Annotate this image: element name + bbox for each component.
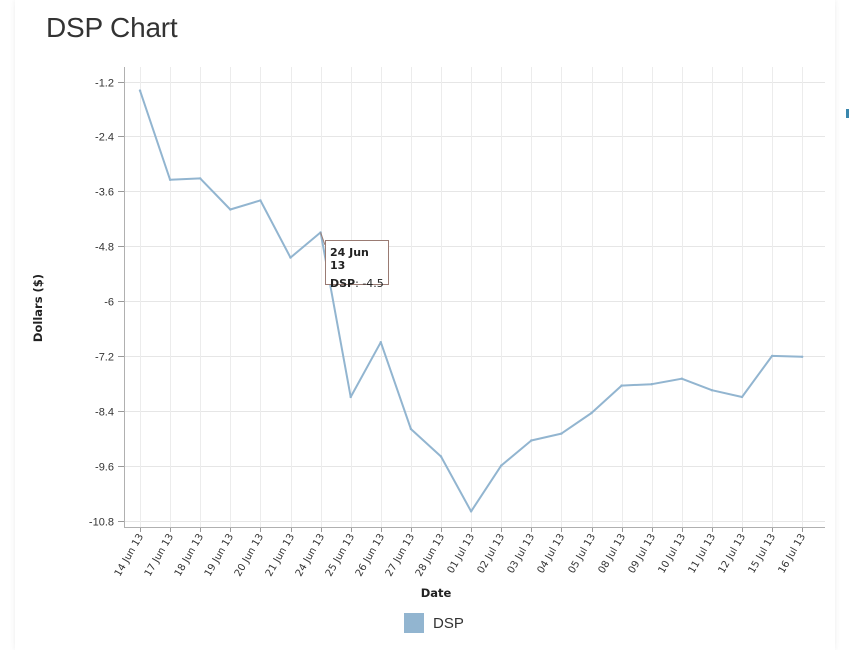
data-point	[229, 208, 232, 211]
x-tick-label: 03 Jul 13	[506, 532, 537, 575]
data-point	[289, 256, 292, 259]
x-tick-label: 25 Jun 13	[324, 532, 357, 579]
y-tick-label: -9.6	[95, 462, 114, 474]
y-tick-label: -3.6	[95, 187, 114, 199]
data-point	[138, 89, 142, 92]
tooltip-date: 24 Jun 13	[330, 246, 369, 272]
x-tick-label: 18 Jun 13	[173, 532, 206, 579]
series-group	[138, 89, 804, 513]
x-tick-label: 24 Jun 13	[294, 532, 327, 579]
data-point	[379, 341, 382, 344]
data-point	[680, 377, 683, 380]
x-tick-label: 02 Jul 13	[476, 532, 507, 575]
chart-card	[15, 0, 835, 650]
y-tick-label: -10.8	[89, 517, 114, 529]
x-tick-label: 04 Jul 13	[536, 532, 567, 575]
x-tick-label: 08 Jul 13	[597, 532, 628, 575]
data-point	[620, 384, 623, 387]
data-point	[409, 427, 413, 431]
x-tick-label: 27 Jun 13	[384, 532, 417, 579]
x-tick-label: 19 Jun 13	[203, 532, 236, 579]
y-axis-title: Dollars ($)	[31, 274, 45, 342]
legend-swatch	[404, 613, 424, 633]
y-tick-label: -7.2	[95, 352, 114, 364]
data-point	[560, 432, 563, 435]
tooltip-row: DSP: -4.5	[330, 277, 384, 290]
data-point	[199, 177, 202, 180]
x-tick-label: 09 Jul 13	[627, 532, 658, 575]
tooltip-value: -4.5	[362, 277, 384, 290]
y-tick-label: -4.8	[95, 242, 114, 254]
y-axis-ticks: -1.2 -2.4 -3.6 -4.8 -6 -7.2 -8.4 -9.6 -10.8	[89, 78, 114, 529]
x-tick-label: 16 Jul 13	[777, 532, 808, 575]
tooltip-pointer	[320, 232, 326, 246]
data-tooltip: 24 Jun 13 DSP: -4.5	[325, 240, 389, 290]
x-tick-label: 17 Jun 13	[143, 532, 176, 579]
data-point	[770, 354, 774, 358]
x-tick-label: 11 Jul 13	[687, 532, 718, 575]
page-title: DSP Chart	[46, 12, 178, 43]
data-point	[500, 464, 503, 467]
data-point	[168, 178, 172, 181]
x-tick-label: 21 Jun 13	[264, 532, 297, 579]
data-point	[590, 411, 593, 415]
data-point	[710, 389, 714, 392]
data-point	[650, 383, 653, 386]
x-tick-label: 20 Jun 13	[233, 532, 266, 579]
data-point	[801, 355, 804, 358]
y-tick-label: -1.2	[95, 78, 114, 90]
y-tick-label: -6	[104, 297, 114, 309]
data-point	[469, 510, 473, 513]
legend-label: DSP	[433, 614, 464, 632]
chart-grid	[124, 67, 825, 527]
x-tick-label: 05 Jul 13	[567, 532, 598, 575]
x-tick-label: 14 Jun 13	[113, 532, 146, 579]
x-tick-label: 10 Jul 13	[657, 532, 688, 575]
legend[interactable]: DSP	[404, 613, 464, 633]
x-tick-label: 15 Jul 13	[747, 532, 778, 575]
tooltip-series: DSP	[330, 277, 356, 290]
x-tick-label: 26 Jun 13	[354, 532, 387, 579]
y-tick-label: -2.4	[95, 132, 114, 144]
x-tick-label: 12 Jul 13	[717, 532, 748, 575]
data-point	[740, 395, 744, 399]
y-tick-label: -8.4	[95, 407, 114, 419]
chart-axes	[118, 67, 825, 532]
x-axis-title: Date	[421, 586, 452, 600]
data-point	[530, 439, 533, 442]
scroll-indicator	[846, 109, 849, 118]
data-point	[259, 199, 262, 202]
data-point	[349, 395, 352, 399]
data-point	[439, 455, 443, 458]
x-tick-label: 01 Jul 13	[446, 532, 477, 575]
x-tick-label: 28 Jun 13	[414, 532, 447, 579]
